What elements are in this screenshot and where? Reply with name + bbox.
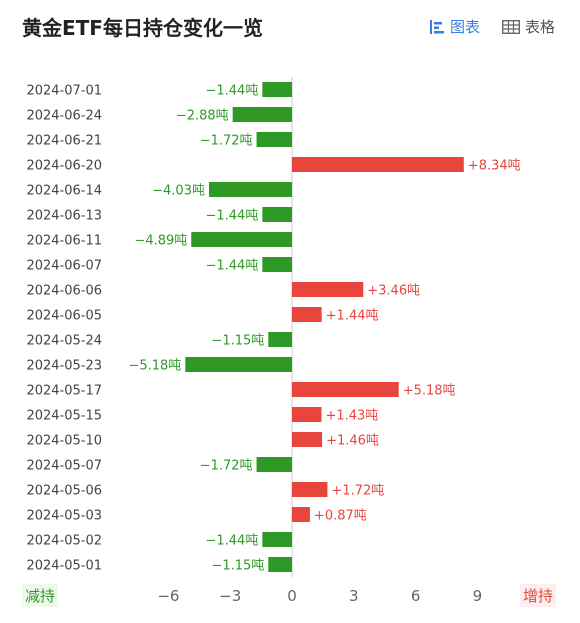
category-label: 2024-05-17 — [26, 384, 102, 399]
x-tick-label: 3 — [349, 587, 359, 605]
data-label: +1.44吨 — [326, 309, 379, 324]
data-label: +3.46吨 — [367, 284, 420, 299]
category-label: 2024-05-07 — [26, 459, 102, 474]
category-label: 2024-05-01 — [26, 559, 102, 574]
data-label: −1.15吨 — [211, 334, 264, 349]
decrease-bar — [208, 182, 292, 197]
x-tick-label: 9 — [473, 587, 483, 605]
category-label: 2024-06-06 — [26, 284, 102, 299]
decrease-bar — [268, 557, 292, 572]
category-label: 2024-06-07 — [26, 259, 102, 274]
category-label: 2024-06-13 — [26, 209, 102, 224]
decrease-bar — [256, 132, 292, 147]
decrease-bar — [185, 357, 292, 372]
chart-view-toggle[interactable]: 图表 — [429, 16, 480, 37]
bar-chart-icon — [430, 19, 444, 34]
decrease-bar — [262, 207, 292, 222]
decrease-bar — [262, 82, 292, 97]
category-label: 2024-06-11 — [26, 234, 102, 249]
decrease-legend: 减持 — [22, 584, 59, 607]
decrease-bar — [256, 457, 292, 472]
increase-bar — [292, 407, 322, 422]
data-label: −1.72吨 — [200, 134, 253, 149]
data-label: −1.44吨 — [205, 534, 258, 549]
data-label: −1.15吨 — [211, 559, 264, 574]
category-label: 2024-05-24 — [26, 334, 102, 349]
data-label: +1.46吨 — [326, 434, 379, 449]
decrease-bar — [262, 532, 292, 547]
data-label: −4.03吨 — [152, 184, 205, 199]
chart-toggle-label: 图表 — [450, 18, 481, 36]
table-icon — [502, 19, 520, 34]
data-label: −1.44吨 — [205, 209, 258, 224]
category-label: 2024-06-05 — [26, 309, 102, 324]
decrease-bar — [232, 107, 292, 122]
category-label: 2024-06-21 — [26, 134, 102, 149]
data-label: −1.44吨 — [205, 259, 258, 274]
category-label: 2024-05-02 — [26, 534, 102, 549]
data-label: +1.43吨 — [325, 409, 378, 424]
table-toggle-label: 表格 — [525, 18, 556, 36]
category-label: 2024-05-10 — [26, 434, 102, 449]
data-label: +1.72吨 — [331, 484, 384, 499]
data-label: −2.88吨 — [176, 109, 229, 124]
category-label: 2024-05-23 — [26, 359, 102, 374]
increase-bar — [292, 482, 328, 497]
data-label: +8.34吨 — [468, 159, 521, 174]
data-label: −4.89吨 — [134, 234, 187, 249]
category-label: 2024-06-20 — [26, 159, 102, 174]
x-tick-label: −3 — [219, 587, 241, 605]
increase-legend: 增持 — [520, 584, 557, 607]
decrease-bar — [262, 257, 292, 272]
increase-bar — [292, 157, 464, 172]
decrease-bar — [191, 232, 292, 247]
increase-bar — [292, 507, 310, 522]
increase-bar — [292, 282, 364, 297]
x-tick-label: 0 — [287, 587, 297, 605]
category-label: 2024-05-06 — [26, 484, 102, 499]
data-label: −5.18吨 — [128, 359, 181, 374]
data-label: −1.72吨 — [200, 459, 253, 474]
page-title: 黄金ETF每日持仓变化一览 — [22, 16, 263, 40]
x-tick-label: −6 — [157, 587, 179, 605]
x-tick-label: 6 — [411, 587, 421, 605]
increase-bar — [292, 382, 399, 397]
category-label: 2024-05-15 — [26, 409, 102, 424]
data-label: +0.87吨 — [314, 509, 367, 524]
data-label: −1.44吨 — [205, 84, 258, 99]
increase-bar — [292, 432, 323, 447]
category-label: 2024-07-01 — [26, 84, 102, 99]
data-label: +5.18吨 — [403, 384, 456, 399]
category-label: 2024-05-03 — [26, 509, 102, 524]
table-view-toggle[interactable]: 表格 — [502, 16, 555, 37]
category-label: 2024-06-24 — [26, 109, 102, 124]
category-label: 2024-06-14 — [26, 184, 102, 199]
decrease-bar — [268, 332, 292, 347]
increase-bar — [292, 307, 322, 322]
